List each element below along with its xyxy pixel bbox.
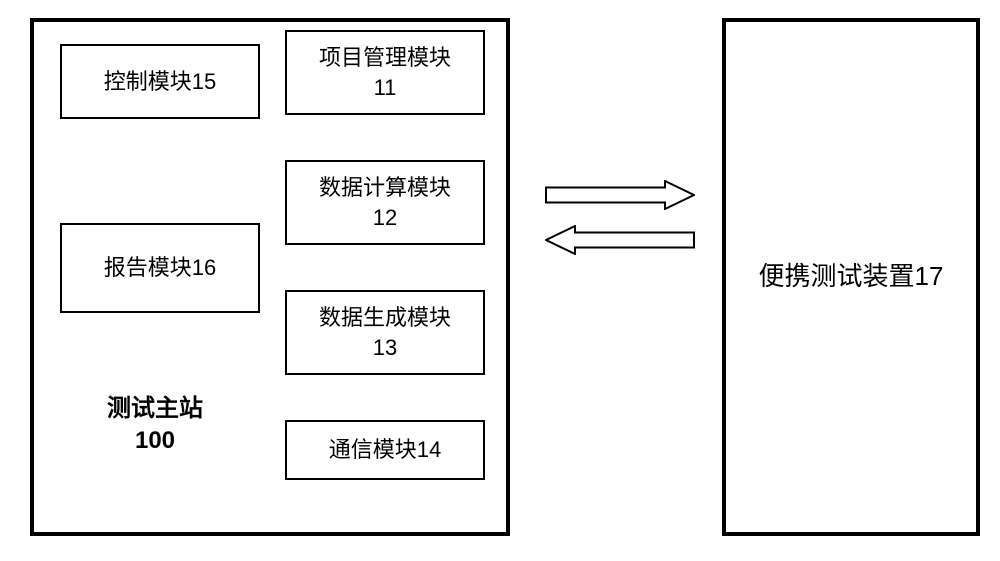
main-station-title: 测试主站 100	[80, 390, 230, 460]
control-module-box: 控制模块15	[60, 44, 260, 119]
report-module-box: 报告模块16	[60, 223, 260, 313]
comm-module-label: 通信模块14	[329, 435, 441, 465]
data-calc-module-box: 数据计算模块 12	[285, 160, 485, 245]
report-module-label: 报告模块16	[104, 253, 216, 283]
project-mgmt-module-box: 项目管理模块 11	[285, 30, 485, 115]
portable-device-box: 便携测试装置17	[722, 18, 980, 536]
comm-module-box: 通信模块14	[285, 420, 485, 480]
data-gen-module-label: 数据生成模块 13	[319, 303, 451, 362]
portable-device-label: 便携测试装置17	[759, 259, 944, 294]
control-module-label: 控制模块15	[104, 67, 216, 97]
arrow-left-icon	[545, 225, 695, 255]
data-gen-module-box: 数据生成模块 13	[285, 290, 485, 375]
project-mgmt-module-label: 项目管理模块 11	[319, 43, 451, 102]
diagram-canvas: 控制模块15 报告模块16 测试主站 100 项目管理模块 11 数据计算模块 …	[0, 0, 1000, 561]
data-calc-module-label: 数据计算模块 12	[319, 173, 451, 232]
arrow-right-icon	[545, 180, 695, 210]
main-station-title-label: 测试主站 100	[107, 393, 203, 458]
